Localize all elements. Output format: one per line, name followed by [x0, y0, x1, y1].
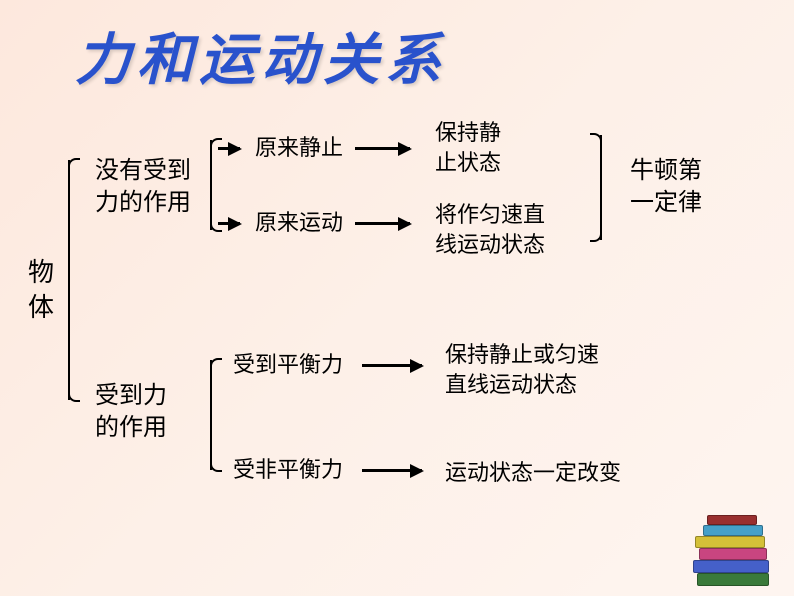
branch2-label: 受到力 的作用	[95, 380, 167, 445]
branch1-sub2: 原来运动	[255, 208, 343, 238]
arrow-b1s1	[355, 147, 410, 150]
branch2-sub2: 受非平衡力	[233, 455, 343, 485]
branch1-sub2-result: 将作匀速直 线运动状态	[435, 200, 545, 259]
arrow-b2s1	[362, 364, 422, 367]
arrow-b1-down	[218, 222, 240, 225]
root-brace	[68, 160, 70, 400]
arrow-b1-up	[218, 147, 240, 150]
branch2-sub1: 受到平衡力	[233, 350, 343, 380]
branch2-sub2-result: 运动状态一定改变	[445, 458, 621, 488]
arrow-b2s2	[362, 469, 422, 472]
branch1-brace	[210, 140, 212, 230]
page-title: 力和运动关系	[75, 15, 447, 96]
branch1-sub1-result: 保持静 止状态	[435, 118, 501, 177]
branch1-label: 没有受到 力的作用	[95, 155, 191, 220]
branch1-sub1: 原来静止	[255, 133, 343, 163]
branch2-brace	[210, 360, 212, 470]
arrow-b1s2	[355, 222, 410, 225]
branch1-annotation: 牛顿第 一定律	[630, 155, 702, 220]
root-node: 物 体	[28, 255, 58, 325]
branch2-sub1-result: 保持静止或匀速 直线运动状态	[445, 340, 599, 399]
books-icon	[689, 511, 774, 586]
annotation-brace	[600, 135, 602, 240]
